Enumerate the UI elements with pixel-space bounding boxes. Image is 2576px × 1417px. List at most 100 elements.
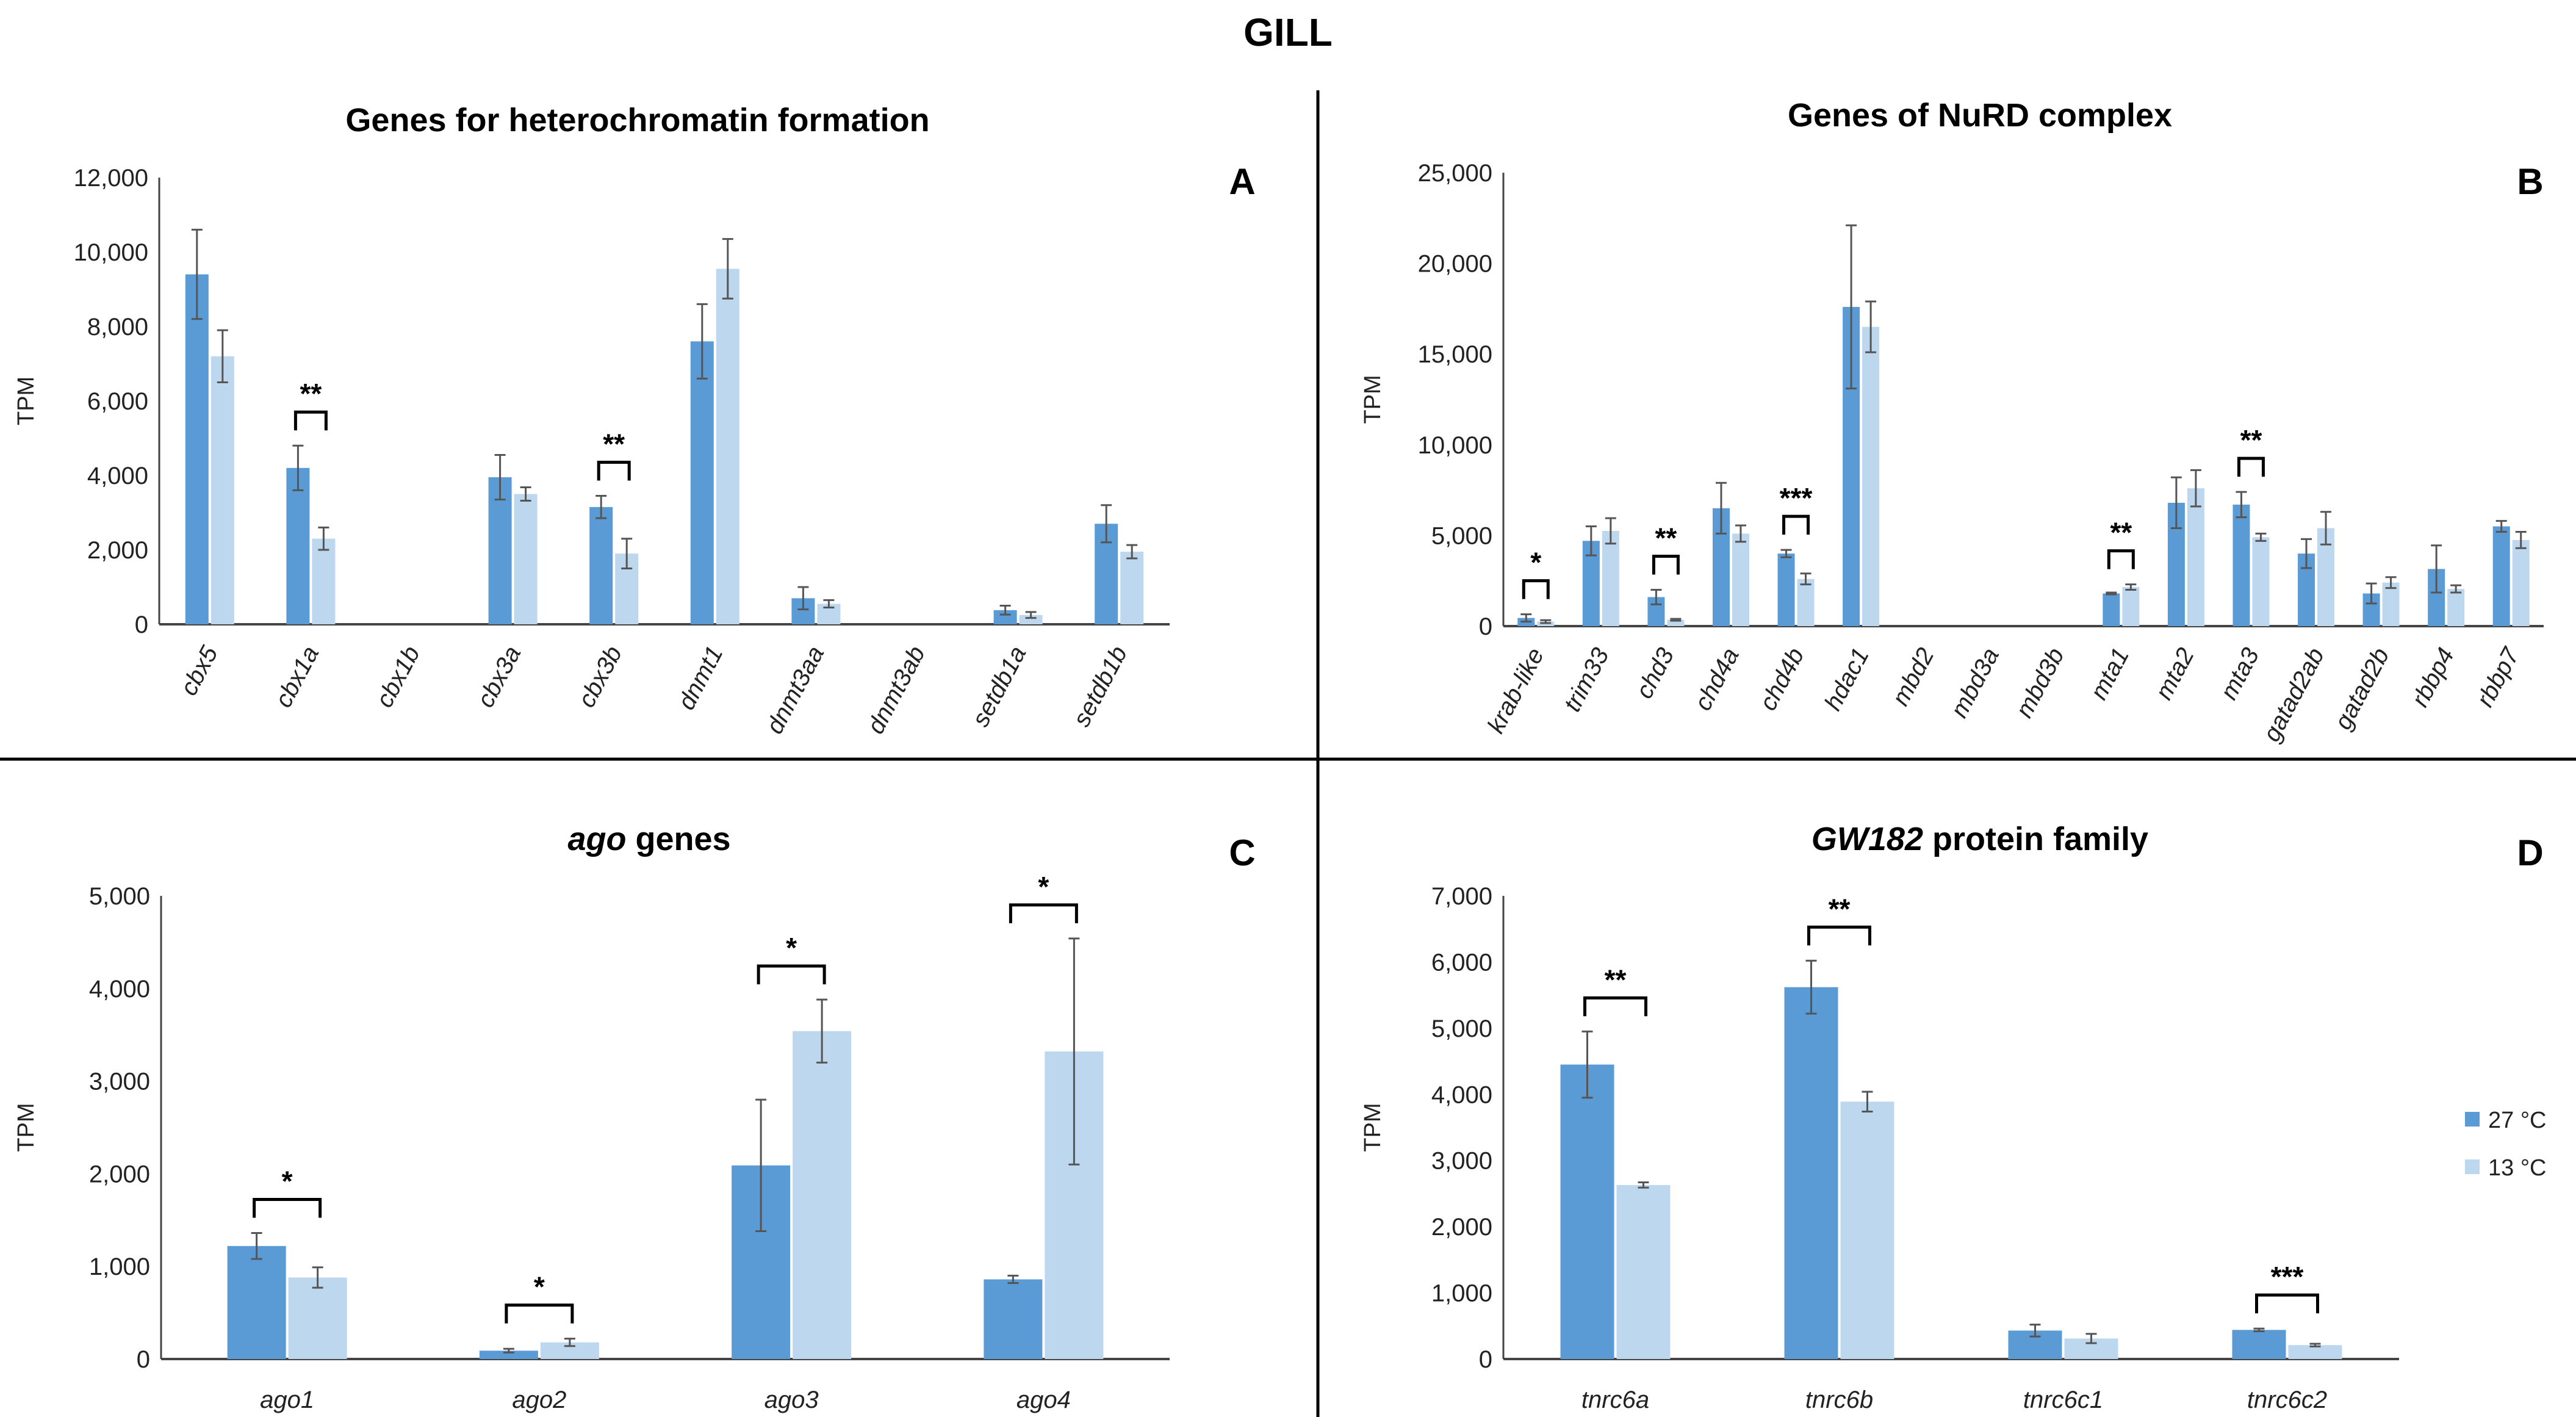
legend: 27 °C 13 °C bbox=[2465, 1108, 2546, 1181]
x-tick-label: krab-like bbox=[1482, 644, 1549, 738]
bar bbox=[286, 467, 310, 624]
chart-title: Genes for heterochromatin formation bbox=[345, 102, 929, 139]
chart-title-text: Genes of NuRD complex bbox=[1788, 97, 2172, 134]
significance-label: ** bbox=[1829, 893, 1851, 925]
x-tick-label: cbx1b bbox=[371, 642, 425, 712]
bar bbox=[984, 1279, 1043, 1359]
y-tick-label: 0 bbox=[135, 611, 148, 638]
bar bbox=[488, 477, 512, 624]
y-tick-label: 4,000 bbox=[89, 976, 150, 1003]
bar bbox=[185, 274, 209, 625]
chart-panel-a: Genes for heterochromatin formation A TPM 0… bbox=[13, 102, 1256, 738]
bar bbox=[479, 1350, 538, 1359]
x-tick-label: ago2 bbox=[512, 1386, 566, 1413]
significance-bracket bbox=[1009, 903, 1078, 923]
y-tick-label: 10,000 bbox=[74, 239, 148, 266]
y-tick-label: 10,000 bbox=[1418, 432, 1492, 459]
x-tick-label: trim33 bbox=[1559, 644, 1614, 716]
y-tick-label: 2,000 bbox=[87, 537, 148, 564]
x-tick-label: rbbp4 bbox=[2406, 644, 2459, 712]
legend-label-13: 13 °C bbox=[2488, 1155, 2546, 1181]
x-tick-label: gatad2b bbox=[2330, 644, 2395, 734]
significance-bracket bbox=[2237, 456, 2265, 477]
x-tick-label: dnmt3ab bbox=[862, 642, 930, 738]
bar bbox=[793, 1031, 852, 1359]
bar bbox=[1797, 579, 1815, 626]
y-tick-label: 0 bbox=[137, 1346, 150, 1373]
y-tick-label: 0 bbox=[1479, 613, 1492, 640]
x-tick-label: hdac1 bbox=[1819, 644, 1874, 715]
y-tick-label: 7,000 bbox=[1431, 883, 1492, 910]
y-tick-label: 2,000 bbox=[1431, 1214, 1492, 1241]
chart-title: ago genes bbox=[567, 821, 730, 857]
significance-bracket bbox=[2107, 549, 2135, 569]
chart-title-text: genes bbox=[626, 821, 730, 857]
bar bbox=[993, 610, 1017, 624]
legend-swatch-13 bbox=[2465, 1159, 2480, 1174]
chart-title-italic: GW182 bbox=[1811, 821, 1923, 857]
x-tick-label: mta1 bbox=[2085, 644, 2135, 704]
y-tick-label: 1,000 bbox=[89, 1253, 150, 1280]
significance-label: * bbox=[1038, 871, 1049, 903]
legend-label-27: 27 °C bbox=[2488, 1108, 2546, 1133]
x-tick-label: chd4b bbox=[1754, 644, 1809, 715]
x-tick-label: dnmt3aa bbox=[761, 642, 829, 738]
significance-bracket bbox=[293, 410, 328, 431]
y-tick-label: 8,000 bbox=[87, 314, 148, 341]
y-tick-label: 5,000 bbox=[89, 883, 150, 910]
x-tick-label: ago3 bbox=[765, 1386, 819, 1413]
x-tick-label: mta3 bbox=[2215, 644, 2265, 704]
bar bbox=[1019, 615, 1043, 624]
bar bbox=[288, 1277, 347, 1359]
y-tick-label: 12,000 bbox=[74, 165, 148, 192]
x-tick-label: setdb1a bbox=[967, 642, 1032, 731]
bar bbox=[227, 1246, 286, 1359]
panel-letter: B bbox=[2517, 161, 2543, 202]
significance-label: *** bbox=[2271, 1261, 2304, 1293]
bar bbox=[2187, 488, 2204, 626]
bar bbox=[2288, 1345, 2342, 1359]
significance-bracket bbox=[1782, 514, 1810, 535]
y-tick-label: 20,000 bbox=[1418, 251, 1492, 278]
significance-label: ** bbox=[1605, 964, 1627, 995]
x-tick-label: ago4 bbox=[1016, 1386, 1071, 1413]
y-tick-label: 3,000 bbox=[89, 1069, 150, 1095]
y-tick-label: 15,000 bbox=[1418, 341, 1492, 368]
bar bbox=[2447, 589, 2465, 626]
bar bbox=[1560, 1064, 1614, 1359]
panel-letter: D bbox=[2517, 832, 2543, 873]
y-tick-label: 0 bbox=[1479, 1346, 1492, 1373]
y-tick-label: 6,000 bbox=[87, 388, 148, 415]
x-tick-label: dnmt1 bbox=[673, 642, 729, 715]
bar bbox=[1777, 553, 1795, 626]
bar bbox=[2122, 587, 2140, 626]
y-tick-label: 6,000 bbox=[1431, 949, 1492, 976]
significance-bracket bbox=[1583, 996, 1647, 1017]
significance-bracket bbox=[1652, 555, 1680, 575]
bar bbox=[312, 538, 336, 624]
y-axis-label: TPM bbox=[13, 1103, 39, 1152]
significance-bracket bbox=[597, 461, 631, 481]
significance-label: * bbox=[786, 932, 797, 964]
bar bbox=[1602, 530, 1619, 626]
y-tick-label: 5,000 bbox=[1431, 1015, 1492, 1042]
bar bbox=[2492, 526, 2510, 626]
chart-title: GW182 protein family bbox=[1811, 821, 2148, 857]
y-axis-label: TPM bbox=[1360, 1103, 1386, 1152]
significance-label: ** bbox=[300, 378, 322, 409]
bar bbox=[690, 341, 714, 624]
chart-title: Genes of NuRD complex bbox=[1788, 97, 2172, 134]
significance-label: ** bbox=[1655, 522, 1677, 554]
x-tick-label: ago1 bbox=[260, 1386, 314, 1413]
x-tick-label: cbx1a bbox=[270, 642, 324, 712]
x-tick-label: setdb1b bbox=[1068, 642, 1132, 731]
significance-bracket bbox=[757, 964, 826, 985]
x-tick-label: mbd2 bbox=[1887, 644, 1940, 710]
x-tick-label: mbd3b bbox=[2010, 644, 2069, 723]
significance-label: * bbox=[282, 1166, 293, 1197]
panel-letter: A bbox=[1229, 161, 1255, 202]
bar bbox=[1732, 533, 1749, 626]
bar bbox=[2232, 1330, 2286, 1359]
y-tick-label: 3,000 bbox=[1431, 1148, 1492, 1175]
